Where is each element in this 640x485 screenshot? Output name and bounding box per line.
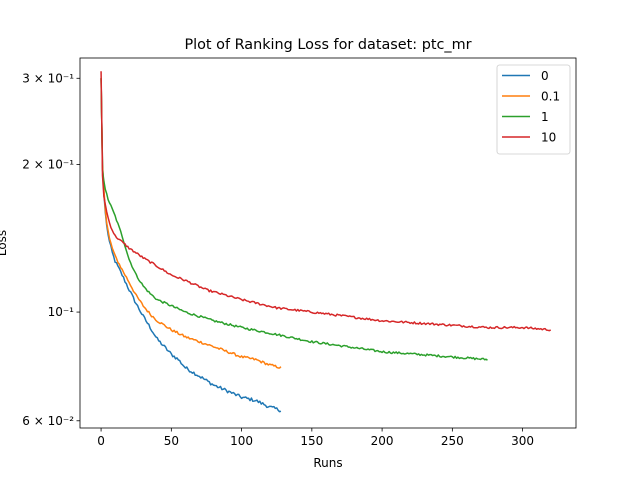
legend-box <box>496 64 571 155</box>
legend-label-1: 0.1 <box>541 90 560 104</box>
chart-title: Plot of Ranking Loss for dataset: ptc_mr <box>184 37 471 53</box>
y-tick-label: 2 × 10⁻¹ <box>22 158 74 172</box>
x-tick-label: 200 <box>371 434 394 448</box>
x-tick-label: 0 <box>97 434 105 448</box>
y-axis-label: Loss <box>0 230 9 256</box>
plot-area-frame <box>79 57 577 429</box>
legend: 0 0.1 1 10 <box>496 64 571 155</box>
series-lines <box>100 71 552 413</box>
legend-label-3: 10 <box>541 131 556 145</box>
series-line-0 <box>100 78 282 413</box>
y-tick-label: 10⁻¹ <box>48 305 75 319</box>
x-tick-label: 150 <box>300 434 323 448</box>
series-line-1 <box>100 78 282 369</box>
axes: 0 50 100 150 200 250 300 6 × 10⁻² 10⁻¹ 2 × 10⁻¹ 3 … <box>22 71 534 448</box>
legend-label-0: 0 <box>541 69 549 83</box>
x-tick-label: 50 <box>164 434 179 448</box>
x-tick-label: 100 <box>230 434 253 448</box>
x-axis-label: Runs <box>313 456 342 470</box>
series-line-3 <box>100 71 552 332</box>
x-tick-label: 250 <box>441 434 464 448</box>
series-line-2 <box>100 78 488 361</box>
x-tick-label: 300 <box>511 434 534 448</box>
y-tick-label: 3 × 10⁻¹ <box>22 71 74 85</box>
legend-label-2: 1 <box>541 110 549 124</box>
y-tick-label: 6 × 10⁻² <box>22 414 74 428</box>
